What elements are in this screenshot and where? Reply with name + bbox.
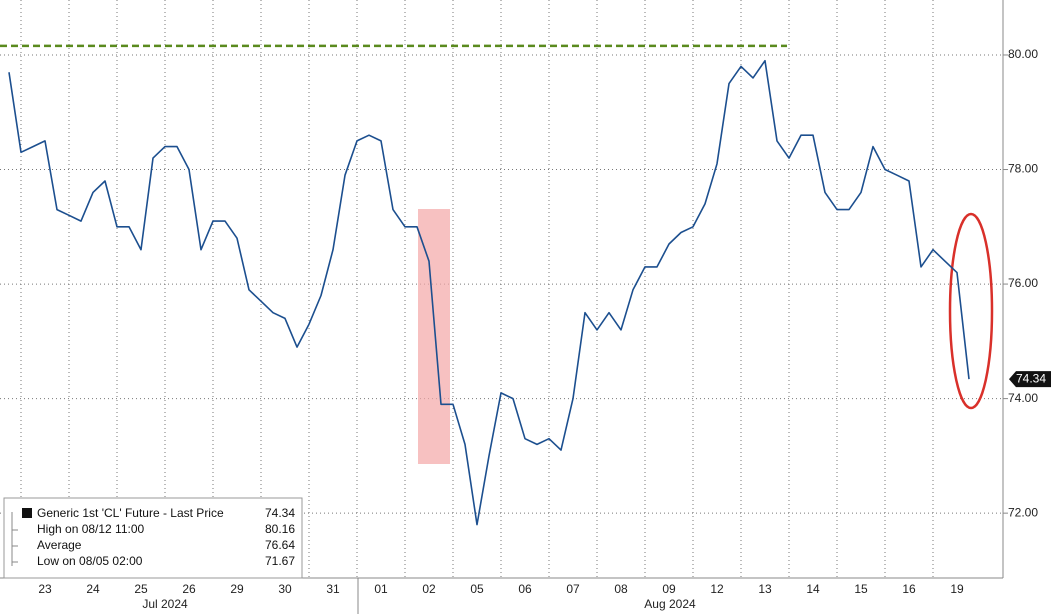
x-tick-label: 24 (86, 582, 100, 596)
x-tick-label: 12 (710, 582, 724, 596)
x-tick-label: 23 (38, 582, 52, 596)
x-tick-label: 29 (230, 582, 244, 596)
plot-area (0, 0, 1003, 578)
x-tick-label: 01 (374, 582, 388, 596)
x-tick-label: 25 (134, 582, 148, 596)
highlight-ellipse (948, 212, 994, 410)
last-price-label: 74.34 (1016, 371, 1046, 385)
y-tick-label: 80.00 (1008, 47, 1038, 61)
x-tick-label: 14 (806, 582, 820, 596)
x-tick-label: 16 (902, 582, 916, 596)
last-price-tag (1009, 371, 1051, 388)
legend-value: 74.34 (265, 506, 295, 520)
x-tick-label: 13 (758, 582, 772, 596)
x-tick-label: 19 (950, 582, 964, 596)
x-tick-label: 26 (182, 582, 196, 596)
x-tick-label: 02 (422, 582, 436, 596)
x-tick-label: 15 (854, 582, 868, 596)
legend-label: High on 08/12 11:00 (37, 522, 145, 536)
y-tick-label: 78.00 (1008, 162, 1038, 176)
x-tick-label: 31 (326, 582, 340, 596)
x-tick-label: 09 (662, 582, 676, 596)
x-tick-label: 07 (566, 582, 580, 596)
legend-label: Generic 1st 'CL' Future - Last Price (37, 506, 224, 520)
x-tick-label: 06 (518, 582, 532, 596)
price-line (8, 59, 970, 526)
month-label: Aug 2024 (644, 597, 696, 611)
legend-value: 71.67 (265, 554, 295, 568)
legend-swatch (22, 508, 32, 518)
month-label: Jul 2024 (142, 597, 188, 611)
legend: Generic 1st 'CL' Future - Last Price 74.… (3, 497, 303, 579)
y-tick-label: 72.00 (1008, 505, 1038, 519)
y-tick-label: 76.00 (1008, 276, 1038, 290)
legend-box (3, 497, 303, 579)
legend-label: Low on 08/05 02:00 (37, 554, 143, 568)
legend-tree (11, 512, 18, 566)
highlight-box (418, 209, 450, 464)
x-tick-label: 08 (614, 582, 628, 596)
legend-value: 76.64 (265, 538, 295, 552)
x-tick-label: 05 (470, 582, 484, 596)
x-tick-label: 30 (278, 582, 292, 596)
y-tick-label: 74.00 (1008, 391, 1038, 405)
legend-label: Average (37, 538, 82, 552)
legend-value: 80.16 (265, 522, 295, 536)
